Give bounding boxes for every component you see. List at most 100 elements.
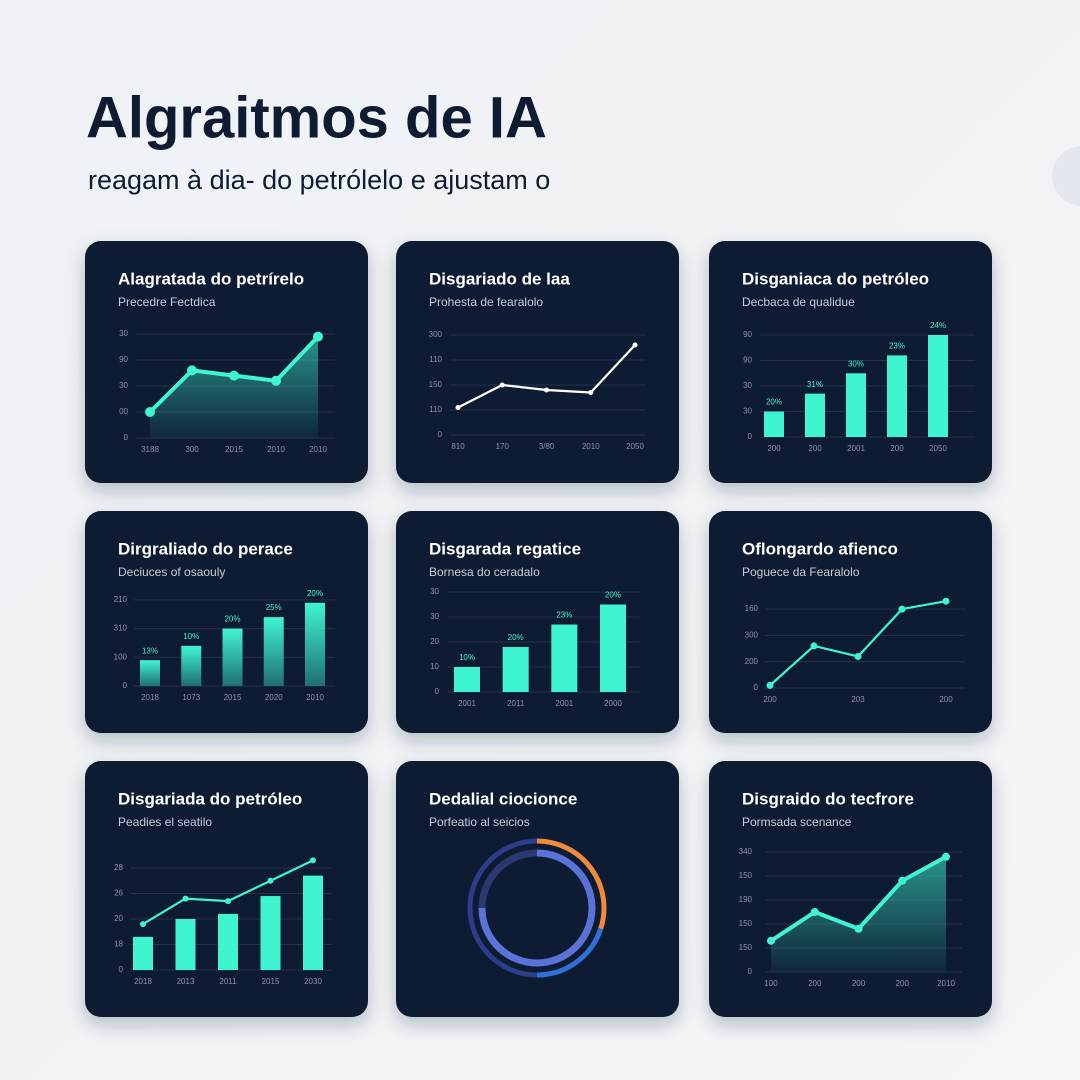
card-title: Disganiaca do petróleo (742, 269, 929, 288)
x-tick-label: 3/80 (539, 442, 555, 451)
x-tick-label: 2050 (626, 442, 644, 451)
y-tick-label: 90 (743, 356, 752, 365)
bar-annotation: 20% (508, 633, 524, 642)
y-tick-label: 90 (743, 330, 752, 339)
bar (805, 393, 825, 437)
point (854, 652, 862, 660)
x-tick-label: 2018 (141, 693, 159, 702)
point (810, 642, 818, 650)
bar-annotation: 20% (766, 398, 782, 407)
card-title: Dedalial ciocionce (429, 789, 577, 808)
y-tick-label: 300 (745, 631, 759, 640)
bar (454, 667, 480, 692)
x-tick-label: 2001 (555, 699, 573, 708)
x-tick-label: 200 (763, 695, 777, 704)
bar-annotation: 20% (307, 589, 323, 598)
bar (140, 660, 160, 686)
x-tick-label: 2011 (507, 699, 525, 708)
bar-annotation: 10% (459, 653, 475, 662)
y-tick-label: 310 (114, 624, 128, 633)
x-tick-label: 2015 (262, 977, 280, 986)
card-subtitle: Porfeatio al seicios (429, 815, 530, 829)
x-tick-label: 2020 (265, 693, 283, 702)
y-tick-label: 30 (119, 381, 128, 390)
bar (928, 335, 948, 437)
bar-annotation: 30% (848, 359, 864, 368)
card-subtitle: Precedre Fectdica (118, 295, 216, 309)
point (854, 924, 863, 933)
point (267, 877, 274, 884)
page-title: Algraitmos de IA (86, 85, 547, 150)
y-tick-label: 10 (430, 662, 439, 671)
y-tick-label: 300 (429, 330, 443, 339)
page-subtitle: reagam à dia- do petrólelo e ajustam o (88, 165, 550, 195)
bar (222, 628, 243, 686)
point (145, 407, 155, 417)
bar (260, 896, 281, 970)
x-tick-label: 2010 (937, 979, 955, 988)
y-tick-label: 200 (745, 657, 759, 666)
card-title: Alagratada do petrírelo (118, 269, 304, 288)
x-tick-label: 200 (852, 979, 866, 988)
donut-segment (467, 838, 538, 978)
bar (218, 913, 238, 970)
x-tick-label: 2015 (225, 445, 243, 454)
y-tick-label: 110 (429, 405, 442, 414)
x-tick-label: 170 (496, 442, 510, 451)
bar-annotation: 13% (142, 646, 158, 655)
y-tick-label: 28 (114, 863, 123, 872)
y-tick-label: 30 (119, 329, 128, 338)
card-subtitle: Decbaca de qualidue (742, 295, 855, 309)
card-subtitle: Peadies el seatilo (118, 815, 212, 829)
bar (175, 919, 196, 970)
bar-annotation: 20% (605, 591, 621, 600)
y-tick-label: 20 (114, 914, 123, 923)
card-title: Dirgraliado do perace (118, 539, 293, 558)
point (544, 387, 549, 393)
card (396, 241, 679, 483)
x-tick-label: 2013 (177, 977, 195, 986)
card (85, 761, 368, 1017)
y-tick-label: 110 (429, 355, 442, 364)
y-tick-label: 210 (114, 595, 128, 604)
card-subtitle: Pormsada scenance (742, 815, 852, 829)
point (632, 342, 638, 348)
bar-annotation: 24% (930, 321, 946, 330)
bar-annotation: 23% (556, 611, 572, 620)
x-tick-label: 3188 (141, 445, 159, 454)
area (771, 856, 946, 972)
point (310, 857, 316, 864)
y-tick-label: 0 (748, 967, 753, 976)
y-tick-label: 30 (430, 612, 439, 621)
x-tick-label: 200 (896, 979, 910, 988)
y-tick-label: 160 (745, 604, 759, 613)
x-tick-label: 2000 (604, 699, 622, 708)
x-tick-label: 2030 (304, 977, 322, 986)
x-tick-label: 2018 (134, 977, 152, 986)
bar (551, 624, 578, 692)
bar (600, 604, 626, 692)
y-tick-label: 0 (124, 433, 129, 442)
decoration (1052, 146, 1080, 206)
card-subtitle: Prohesta de fearalolo (429, 295, 543, 309)
bar-annotation: 20% (224, 615, 240, 624)
point (898, 876, 907, 885)
y-tick-label: 18 (114, 940, 123, 949)
x-tick-label: 200 (767, 444, 781, 453)
bar-annotation: 23% (889, 342, 905, 351)
card-subtitle: Poguece da Fearalolo (742, 565, 860, 579)
card-title: Disgariada do petróleo (118, 789, 302, 808)
y-tick-label: 150 (739, 919, 753, 928)
card-subtitle: Bornesa do ceradalo (429, 565, 540, 579)
point (187, 365, 197, 376)
x-tick-label: 200 (808, 444, 822, 453)
bar (181, 645, 202, 686)
y-tick-label: 150 (429, 380, 443, 389)
x-tick-label: 1073 (182, 693, 200, 702)
y-tick-label: 150 (739, 871, 753, 880)
card-subtitle: Deciuces of osaouly (118, 565, 225, 579)
x-tick-label: 300 (185, 445, 199, 454)
x-tick-label: 2010 (267, 445, 285, 454)
y-tick-label: 30 (743, 407, 752, 416)
